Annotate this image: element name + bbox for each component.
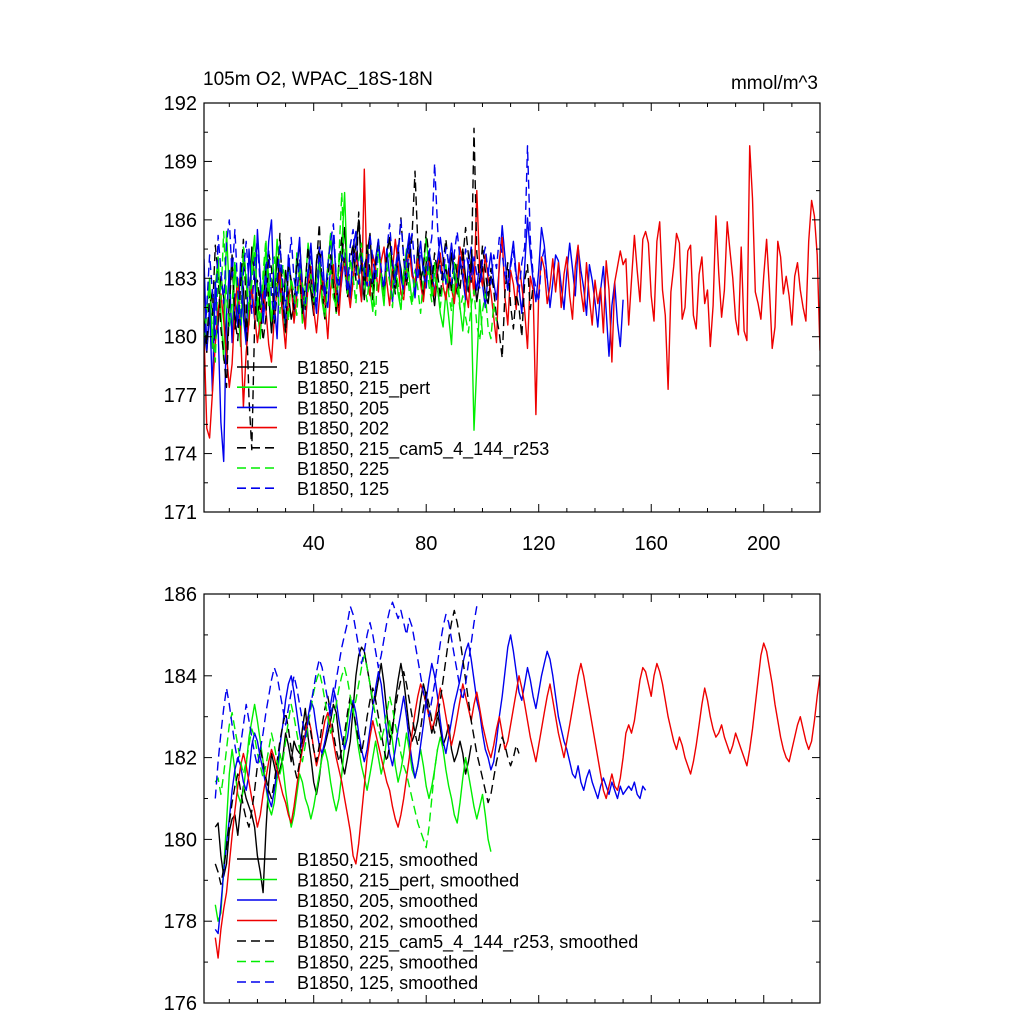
top-y-tick-label: 186 (164, 210, 197, 232)
top-y-tick-label: 171 (164, 502, 197, 524)
bottom-series-line-6 (214, 654, 439, 849)
bottom-legend-label-7: B1850, 125, smoothed (297, 973, 478, 993)
bottom-series-line-3 (214, 634, 647, 935)
top-y-tick-label: 174 (164, 444, 197, 466)
top-legend-label-4: B1850, 202 (297, 419, 389, 439)
top-panel-title: 105m O2, WPAC_18S-18N (203, 69, 433, 90)
top-panel: 105m O2, WPAC_18S-18N mmol/m^3 171 174 177… (164, 69, 821, 555)
bottom-y-tick-label: 176 (164, 993, 197, 1015)
bottom-y-tick-label: 186 (164, 584, 197, 606)
bottom-y-tick-label: 184 (164, 666, 197, 688)
top-legend-label-3: B1850, 205 (297, 398, 389, 418)
bottom-legend-label-1: B1850, 215, smoothed (297, 850, 478, 870)
top-y-tick-label: 189 (164, 151, 197, 173)
top-x-tick-label: 200 (747, 533, 780, 555)
top-series-line-4 (204, 145, 820, 439)
top-y-tick-label: 192 (164, 93, 197, 115)
top-series-layer (204, 127, 820, 463)
bottom-y-tick-label: 180 (164, 829, 197, 851)
top-y-tick-label: 183 (164, 268, 197, 290)
top-x-tick-label: 40 (303, 533, 325, 555)
bottom-y-tick-label: 182 (164, 748, 197, 770)
bottom-legend-label-3: B1850, 205, smoothed (297, 891, 478, 911)
bottom-axis-layer: 176 178 180 182 184 186 (164, 584, 821, 1015)
top-x-tick-label: 160 (635, 533, 668, 555)
bottom-legend-label-5: B1850, 215_cam5_4_144_r253, smoothed (297, 932, 638, 953)
bottom-y-tick-label: 178 (164, 911, 197, 933)
top-legend-label-6: B1850, 225 (297, 459, 389, 479)
top-legend-label-7: B1850, 125 (297, 479, 389, 499)
top-legend-label-2: B1850, 215_pert (297, 378, 430, 399)
top-legend-label-1: B1850, 215 (297, 358, 389, 378)
top-panel-units: mmol/m^3 (731, 73, 818, 94)
top-legend-label-5: B1850, 215_cam5_4_144_r253 (297, 439, 549, 460)
top-series-line-7 (204, 145, 548, 347)
bottom-series-line-7 (214, 601, 478, 799)
bottom-series-line-5 (214, 609, 520, 886)
bottom-legend-label-6: B1850, 225, smoothed (297, 953, 478, 973)
bottom-legend-label-4: B1850, 202, smoothed (297, 912, 478, 932)
top-series-line-6 (204, 191, 498, 363)
top-y-tick-label: 177 (164, 385, 197, 407)
top-y-tick-label: 180 (164, 327, 197, 349)
bottom-series-line-4 (214, 642, 820, 959)
top-x-tick-label: 80 (415, 533, 437, 555)
top-axis-layer: 171 174 177 180 183 186 189 192 40 80 120 160 200 (164, 93, 821, 555)
top-x-tick-label: 120 (522, 533, 555, 555)
bottom-legend-label-2: B1850, 215_pert, smoothed (297, 871, 519, 892)
